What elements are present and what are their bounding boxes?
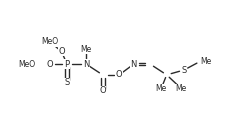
Text: Me: Me bbox=[201, 57, 212, 66]
Text: P: P bbox=[64, 60, 70, 69]
Text: Me: Me bbox=[156, 84, 167, 93]
Text: MeO: MeO bbox=[18, 60, 35, 69]
Text: MeO: MeO bbox=[41, 37, 58, 46]
Text: O: O bbox=[46, 60, 53, 69]
Text: O: O bbox=[58, 47, 65, 56]
Text: Me: Me bbox=[80, 45, 92, 54]
Text: N: N bbox=[83, 60, 89, 69]
Text: S: S bbox=[64, 78, 70, 87]
Text: O: O bbox=[99, 86, 106, 95]
Text: S: S bbox=[181, 66, 187, 75]
Text: O: O bbox=[116, 70, 122, 79]
Text: N: N bbox=[131, 60, 137, 69]
Text: Me: Me bbox=[176, 84, 187, 93]
